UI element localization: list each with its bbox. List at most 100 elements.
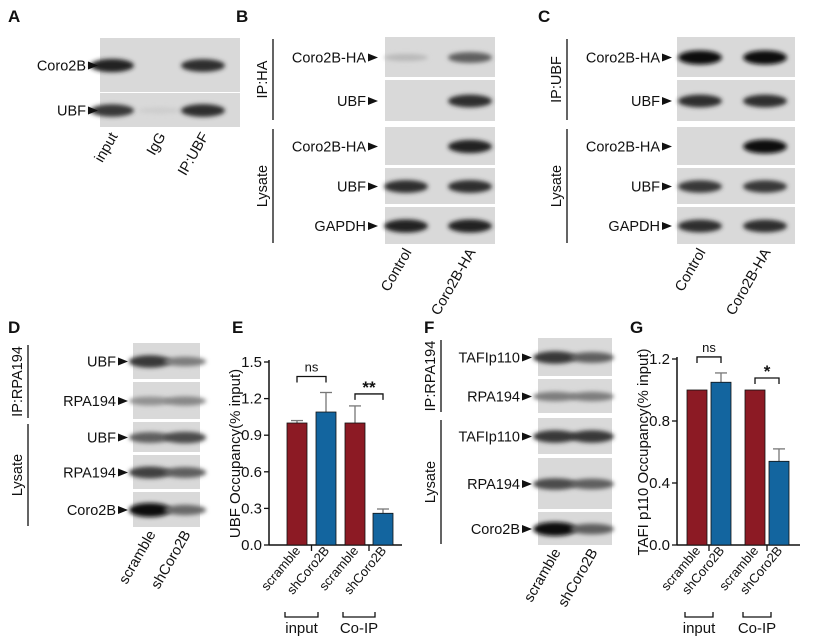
- y-tick-label: 0.8: [649, 413, 670, 430]
- protein-band: [163, 356, 207, 367]
- lane-label: input: [92, 130, 122, 165]
- protein-band: [533, 351, 577, 364]
- arrow-icon: [368, 182, 378, 191]
- blot-row: Coro2B-HA: [586, 37, 795, 77]
- protein-band: [533, 430, 577, 443]
- significance-label: *: [764, 362, 771, 381]
- row-label: UBF: [631, 94, 660, 110]
- significance-bracket: [754, 377, 780, 384]
- protein-band: [181, 104, 225, 117]
- panel-letter: E: [232, 318, 243, 337]
- row-label: TAFIp110: [458, 351, 520, 367]
- y-axis-label: UBF Occupancy(% input): [227, 369, 244, 538]
- row-label: UBF: [87, 355, 116, 371]
- blot-row: RPA194: [63, 382, 207, 419]
- panel-letter: A: [8, 7, 20, 26]
- arrow-icon: [662, 142, 672, 151]
- blot-row: RPA194: [467, 458, 614, 509]
- arrow-icon: [368, 53, 378, 62]
- group-label: IP:HA: [255, 60, 271, 98]
- panel-d-blot: D UBF RPA194 UBF RPA194 Coro2B IP:RPA194 Lysate…: [8, 318, 207, 592]
- bar: [286, 422, 308, 546]
- panel-f-blot: F TAFIp110 RPA194 TAFIp110 RPA194 Coro2B IP:RP…: [423, 318, 614, 610]
- protein-band: [128, 355, 172, 368]
- panel-c-blot: C Coro2B-HA UBF Coro2B-HA UBF GAPDH IP:UBF Lysa…: [538, 7, 795, 318]
- y-tick-label: 0.4: [649, 475, 670, 492]
- protein-band: [128, 466, 172, 479]
- row-label: RPA194: [63, 466, 116, 482]
- panel-letter: G: [630, 318, 643, 337]
- protein-band: [128, 396, 172, 406]
- panel-letter: F: [424, 318, 434, 337]
- blot-row: Coro2B-HA: [292, 127, 495, 165]
- blot-row: UBF: [337, 168, 495, 204]
- protein-band: [533, 391, 577, 402]
- row-label: Coro2B-HA: [586, 140, 660, 156]
- blot-row: Coro2B: [37, 38, 240, 92]
- blot-row: Coro2B-HA: [292, 37, 495, 77]
- row-label: UBF: [57, 104, 86, 120]
- arrow-icon: [368, 142, 378, 151]
- protein-band: [570, 478, 614, 490]
- protein-band: [448, 94, 492, 108]
- y-tick-label: 1.2: [649, 351, 670, 368]
- protein-band: [570, 391, 614, 402]
- group-label: Lysate: [10, 454, 26, 496]
- row-label: Coro2B: [67, 503, 116, 519]
- row-label: RPA194: [467, 390, 520, 406]
- group-bracket: [342, 612, 376, 618]
- blot-row: RPA194: [63, 455, 207, 489]
- protein-band: [181, 59, 225, 72]
- blot-row: Coro2B: [471, 512, 614, 545]
- bar: [686, 389, 708, 546]
- significance-label: ns: [702, 340, 716, 355]
- lane-label: IgG: [144, 130, 170, 158]
- row-label: Coro2B-HA: [292, 140, 366, 156]
- lane-label: Coro2B-HA: [724, 246, 775, 318]
- y-axis-label: TAFI p110 Occupancy(% input): [635, 348, 652, 555]
- significance-bracket: [354, 393, 384, 400]
- y-tick-label: 1.5: [241, 354, 262, 371]
- group-bracket: [284, 612, 319, 618]
- lane-label: Control: [672, 246, 709, 294]
- arrow-icon: [118, 397, 128, 405]
- lane-label: Coro2B-HA: [429, 246, 480, 318]
- row-label: Coro2B: [37, 59, 86, 75]
- blot-row: UBF: [631, 168, 795, 204]
- protein-band: [570, 430, 614, 443]
- blot-row: TAFIp110: [458, 418, 614, 454]
- blot-row: UBF: [87, 343, 207, 379]
- arrow-icon: [522, 480, 532, 488]
- y-tick-label: 0.3: [241, 500, 262, 517]
- group-label: Lysate: [255, 165, 271, 207]
- arrow-icon: [368, 222, 378, 230]
- row-label: Coro2B-HA: [586, 51, 660, 67]
- protein-band: [163, 396, 207, 406]
- protein-band: [533, 478, 577, 490]
- y-tick-label: 0.9: [241, 427, 262, 444]
- group-label: input: [285, 620, 318, 637]
- group-label: Co-IP: [738, 620, 776, 637]
- group-label: Lysate: [549, 165, 565, 207]
- protein-band: [128, 503, 172, 517]
- protein-band: [743, 94, 787, 108]
- protein-band: [570, 523, 614, 535]
- significance-label: ns: [305, 360, 319, 375]
- arrow-icon: [118, 357, 128, 366]
- arrow-icon: [88, 61, 98, 70]
- protein-band: [570, 352, 614, 363]
- y-tick-label: 0.0: [649, 537, 670, 554]
- panel-letter: D: [8, 318, 20, 337]
- arrow-icon: [522, 525, 532, 533]
- blot-row: Coro2B-HA: [586, 127, 795, 165]
- protein-band: [90, 104, 134, 117]
- row-label: Coro2B-HA: [292, 51, 366, 67]
- group-bracket: [742, 612, 772, 618]
- protein-band: [743, 50, 787, 65]
- panel-b-blot: B Coro2B-HA UBF Coro2B-HA UBF GAPDH IP:HA Lysat…: [236, 7, 495, 318]
- row-label: RPA194: [63, 394, 116, 410]
- blot-row: Coro2B: [67, 492, 207, 527]
